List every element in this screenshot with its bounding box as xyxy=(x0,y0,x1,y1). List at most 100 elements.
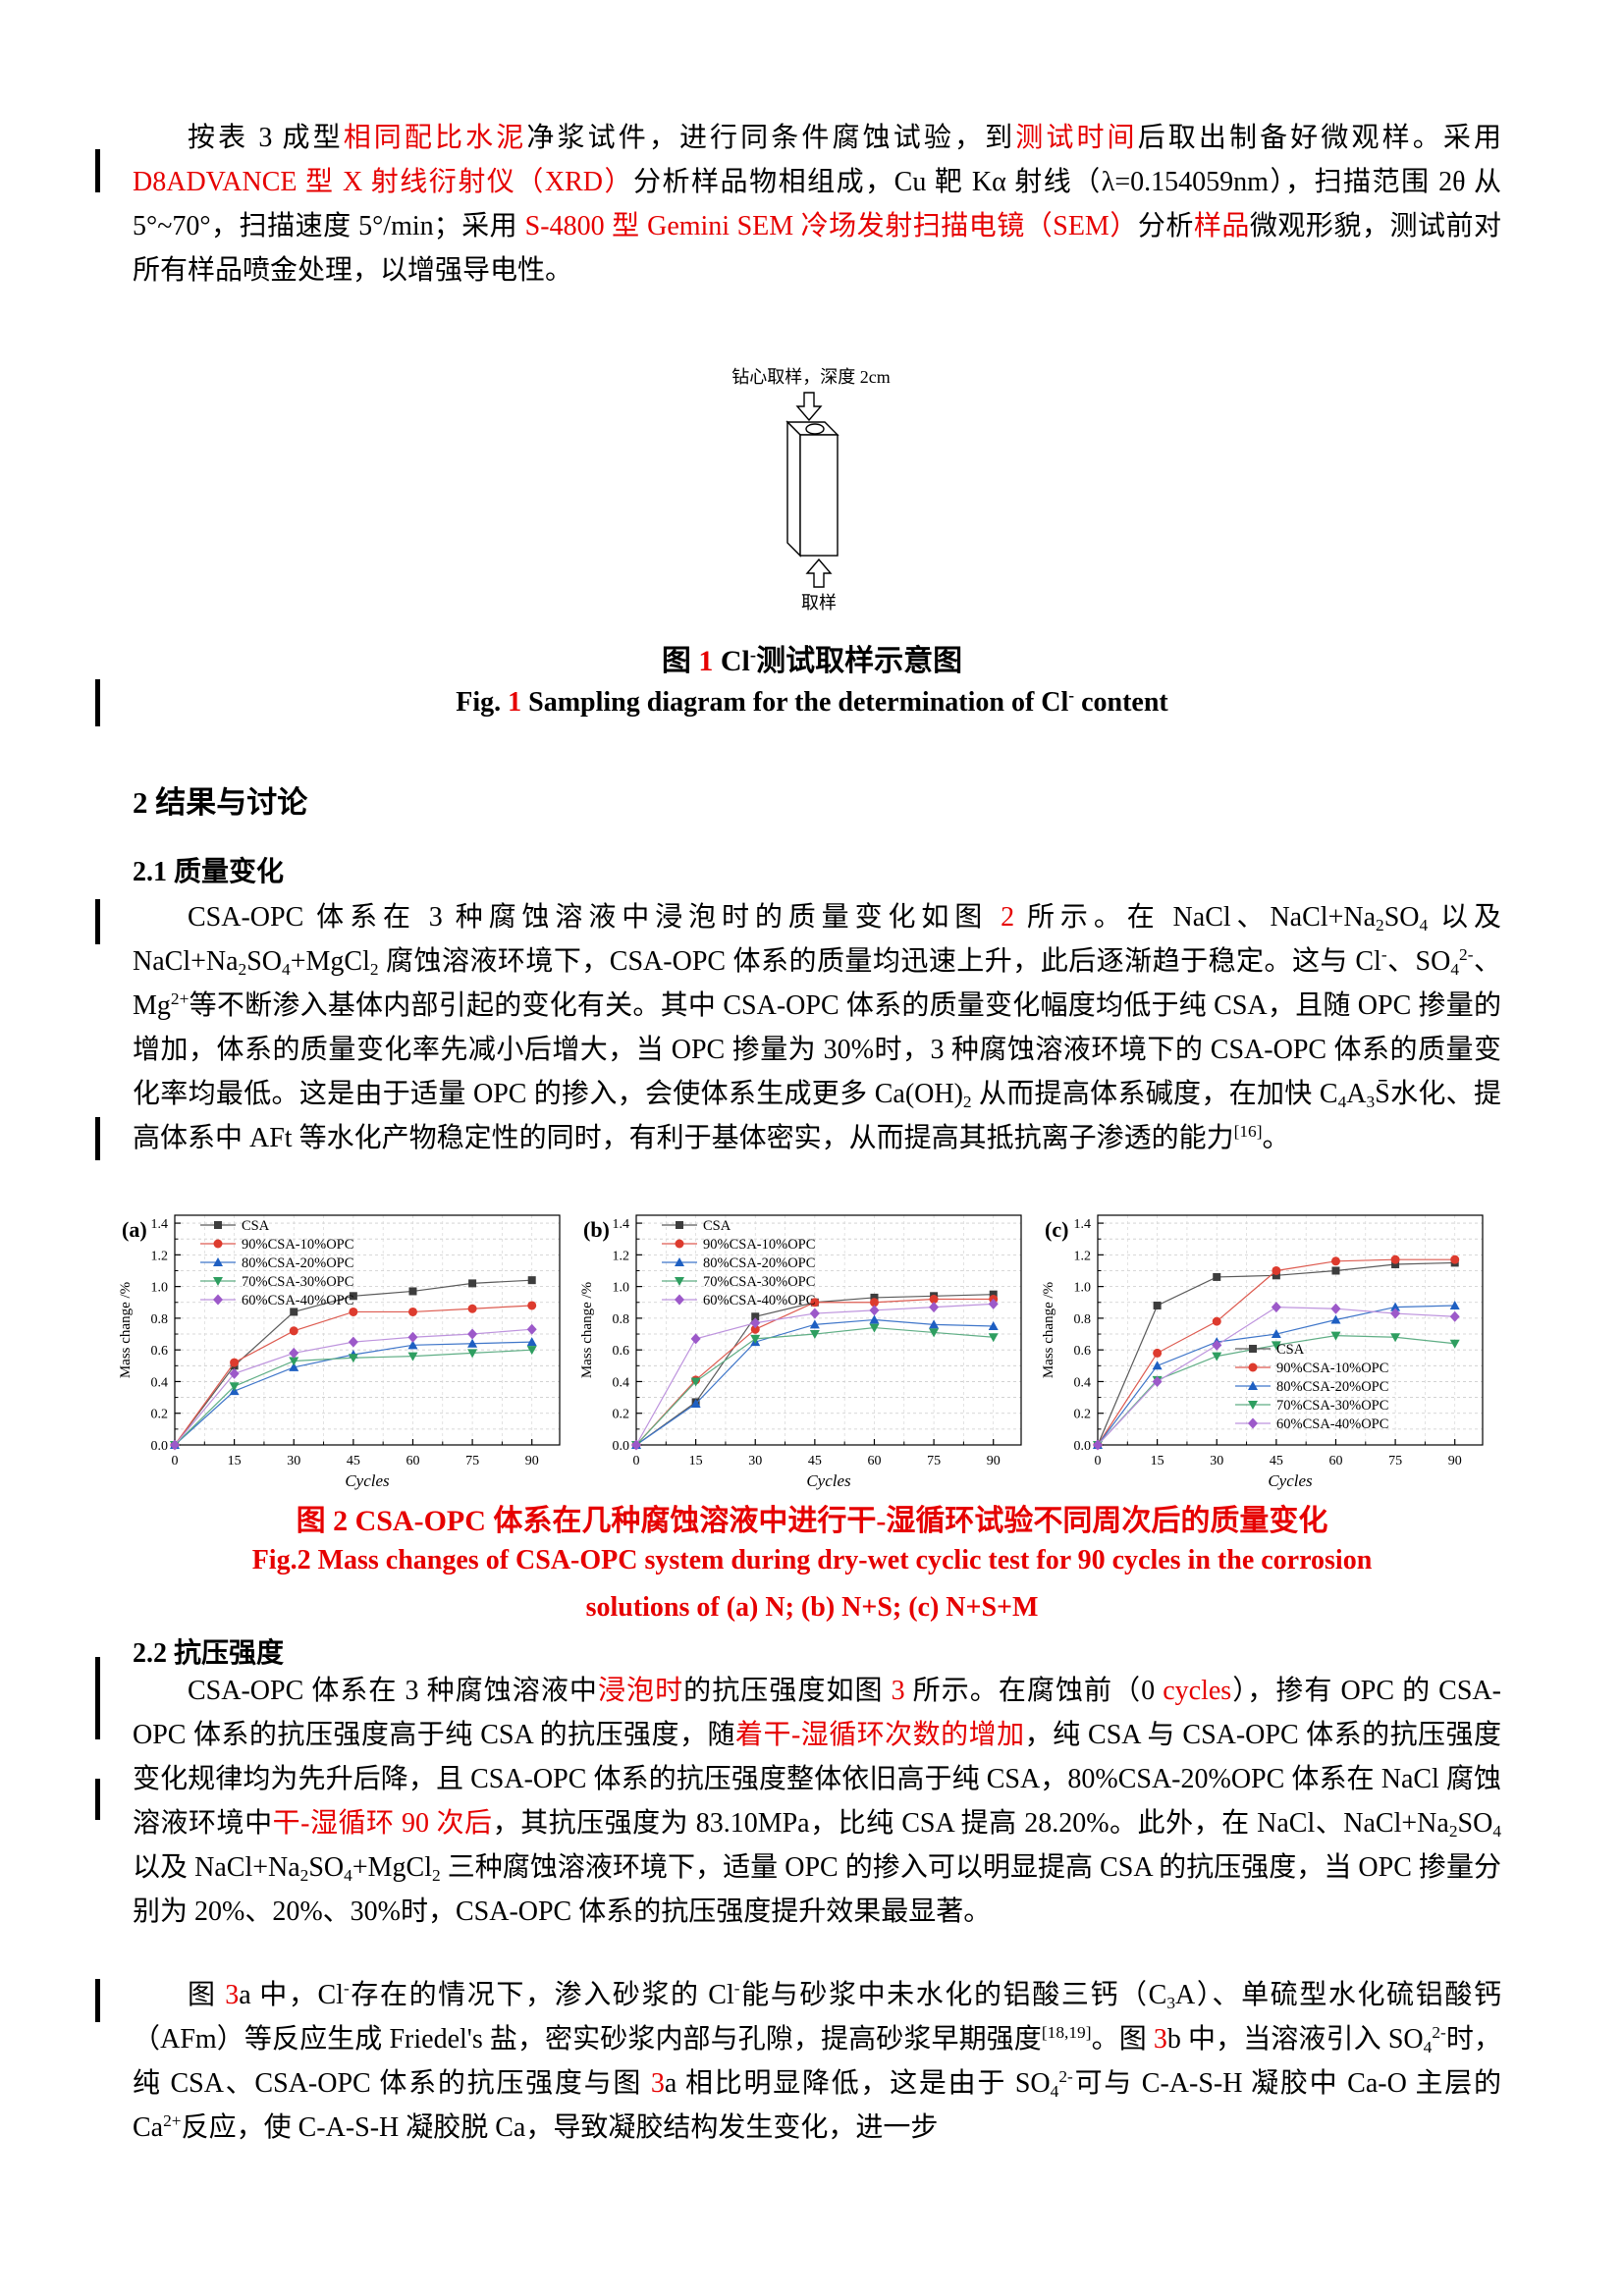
svg-text:1.0: 1.0 xyxy=(1074,1281,1092,1296)
specimen-box-side xyxy=(786,420,801,558)
arrow-up-icon xyxy=(805,558,833,588)
fig2-caption-en-line2: solutions of (a) N; (b) N+S; (c) N+S+M xyxy=(585,1592,1039,1623)
svg-text:60: 60 xyxy=(406,1454,419,1468)
chart-b: 0.0 0.2 0.4 0.6 0.8 1.0 1.2 1.4 0 15 30 45 60 75 90 Cyc… xyxy=(579,1214,1022,1490)
panel-label: (c) xyxy=(1045,1217,1068,1242)
figure2-charts: 0.0 0.2 0.4 0.6 0.8 1.0 1.2 1.4 0 15 30 45 60 75 90 Cyc… xyxy=(116,1200,1500,1496)
svg-text:1.2: 1.2 xyxy=(151,1249,169,1263)
svg-text:1.4: 1.4 xyxy=(151,1217,169,1232)
svg-text:75: 75 xyxy=(465,1454,479,1468)
svg-text:0.0: 0.0 xyxy=(613,1439,630,1454)
svg-text:0.6: 0.6 xyxy=(151,1344,169,1359)
x-axis-label: Cycles xyxy=(1268,1471,1313,1490)
revision-bar xyxy=(95,1117,100,1160)
svg-text:0.8: 0.8 xyxy=(1074,1312,1092,1327)
drill-core-label: 钻心取样，深度 2cm xyxy=(731,367,891,387)
legend-entry: 70%CSA-30%OPC xyxy=(1276,1398,1388,1414)
svg-text:75: 75 xyxy=(1388,1454,1402,1468)
x-axis-label: Cycles xyxy=(345,1471,390,1490)
legend-entry: 60%CSA-40%OPC xyxy=(703,1293,815,1308)
svg-text:0.2: 0.2 xyxy=(613,1408,630,1422)
svg-text:30: 30 xyxy=(748,1454,762,1468)
legend-entry: 80%CSA-20%OPC xyxy=(703,1255,815,1271)
svg-text:0.6: 0.6 xyxy=(613,1344,630,1359)
svg-text:0.8: 0.8 xyxy=(151,1312,169,1327)
svg-text:90: 90 xyxy=(1448,1454,1462,1468)
legend-entry: 90%CSA-10%OPC xyxy=(1276,1361,1388,1376)
legend-entry: 60%CSA-40%OPC xyxy=(242,1293,353,1308)
svg-text:0.4: 0.4 xyxy=(613,1375,630,1390)
legend-entry: 90%CSA-10%OPC xyxy=(242,1237,353,1253)
revision-bar xyxy=(95,1779,100,1820)
legend-entry: 60%CSA-40%OPC xyxy=(1276,1416,1388,1432)
svg-text:15: 15 xyxy=(1151,1454,1164,1468)
svg-text:0.4: 0.4 xyxy=(1074,1375,1092,1390)
svg-text:30: 30 xyxy=(1210,1454,1223,1468)
svg-text:60: 60 xyxy=(1328,1454,1342,1468)
revision-bar xyxy=(95,679,100,726)
svg-text:0.0: 0.0 xyxy=(1074,1439,1092,1454)
svg-text:0.6: 0.6 xyxy=(1074,1344,1092,1359)
revision-bar xyxy=(95,1657,100,1739)
x-axis-label: Cycles xyxy=(806,1471,851,1490)
svg-text:0: 0 xyxy=(1095,1454,1102,1468)
revision-bar xyxy=(95,149,100,192)
arrow-down-icon xyxy=(795,392,823,422)
svg-text:15: 15 xyxy=(228,1454,242,1468)
svg-text:45: 45 xyxy=(347,1454,360,1468)
fig2-caption-en-line1: Fig.2 Mass changes of CSA-OPC system dur… xyxy=(251,1545,1373,1575)
svg-text:75: 75 xyxy=(927,1454,941,1468)
fig1-caption-zh: 图 1 Cl-测试取样示意图 xyxy=(661,644,963,677)
section-heading-results: 2 结果与讨论 xyxy=(133,785,308,820)
chart-a: 0.0 0.2 0.4 0.6 0.8 1.0 1.2 1.4 0 15 30 45 60 75 90 Cyc… xyxy=(118,1214,561,1490)
svg-text:1.4: 1.4 xyxy=(1074,1217,1092,1232)
svg-text:0: 0 xyxy=(633,1454,640,1468)
core-hole xyxy=(805,423,825,435)
svg-text:15: 15 xyxy=(689,1454,703,1468)
fig2-caption-zh: 图 2 CSA-OPC 体系在几种腐蚀溶液中进行干-湿循环试验不同周次后的质量变… xyxy=(296,1505,1328,1537)
svg-text:0.4: 0.4 xyxy=(151,1375,169,1390)
legend-entry: 80%CSA-20%OPC xyxy=(1276,1379,1388,1395)
fig1-caption-en: Fig. 1 Sampling diagram for the determin… xyxy=(456,686,1168,718)
svg-text:45: 45 xyxy=(808,1454,822,1468)
svg-text:60: 60 xyxy=(867,1454,881,1468)
y-axis-label: Mass change /% xyxy=(118,1282,134,1378)
y-axis-label: Mass change /% xyxy=(1041,1282,1056,1378)
svg-text:1.4: 1.4 xyxy=(613,1217,630,1232)
svg-text:1.0: 1.0 xyxy=(151,1281,169,1296)
paragraph-mechanism: 图 3a 中，Cl-存在的情况下，渗入砂浆的 Cl-能与砂浆中未水化的铝酸三钙（… xyxy=(133,1979,1502,2143)
revision-bar xyxy=(95,1979,100,2022)
paragraph-mass-change: CSA-OPC 体系在 3 种腐蚀溶液中浸泡时的质量变化如图 2 所示。在 Na… xyxy=(133,902,1501,1153)
legend-entry: CSA xyxy=(1276,1342,1305,1358)
svg-text:0.8: 0.8 xyxy=(613,1312,630,1327)
svg-text:0.2: 0.2 xyxy=(151,1408,169,1422)
fig1-sampling-diagram: 钻心取样，深度 2cm 取样 xyxy=(731,367,891,613)
legend-entry: 70%CSA-30%OPC xyxy=(242,1274,353,1290)
sampling-label: 取样 xyxy=(801,593,837,613)
revision-bar xyxy=(95,899,100,944)
svg-text:90: 90 xyxy=(987,1454,1001,1468)
legend-entry: CSA xyxy=(242,1218,270,1234)
subsection-heading-compressive-strength: 2.2 抗压强度 xyxy=(133,1638,285,1669)
svg-text:1.0: 1.0 xyxy=(613,1281,630,1296)
panel-label: (b) xyxy=(583,1217,610,1242)
chart-c: 0.0 0.2 0.4 0.6 0.8 1.0 1.2 1.4 0 15 30 45 60 75 90 Cyc… xyxy=(1041,1214,1484,1490)
panel-label: (a) xyxy=(122,1217,147,1242)
svg-text:90: 90 xyxy=(525,1454,539,1468)
svg-text:0: 0 xyxy=(172,1454,179,1468)
svg-text:45: 45 xyxy=(1270,1454,1283,1468)
subsection-heading-mass-change: 2.1 质量变化 xyxy=(133,857,285,887)
svg-text:1.2: 1.2 xyxy=(613,1249,630,1263)
legend-entry: 70%CSA-30%OPC xyxy=(703,1274,815,1290)
legend-entry: 80%CSA-20%OPC xyxy=(242,1255,353,1271)
legend-entry: CSA xyxy=(703,1218,731,1234)
paragraph-methods: 按表 3 成型相同配比水泥净浆试件，进行同条件腐蚀试验，到测试时间后取出制备好微… xyxy=(133,123,1501,286)
y-axis-label: Mass change /% xyxy=(579,1282,595,1378)
legend-entry: 90%CSA-10%OPC xyxy=(703,1237,815,1253)
svg-text:30: 30 xyxy=(287,1454,300,1468)
specimen-box-front xyxy=(799,434,839,557)
svg-text:1.2: 1.2 xyxy=(1074,1249,1092,1263)
svg-text:0.2: 0.2 xyxy=(1074,1408,1092,1422)
paragraph-compressive-strength: CSA-OPC 体系在 3 种腐蚀溶液中浸泡时的抗压强度如图 3 所示。在腐蚀前… xyxy=(133,1676,1502,1927)
